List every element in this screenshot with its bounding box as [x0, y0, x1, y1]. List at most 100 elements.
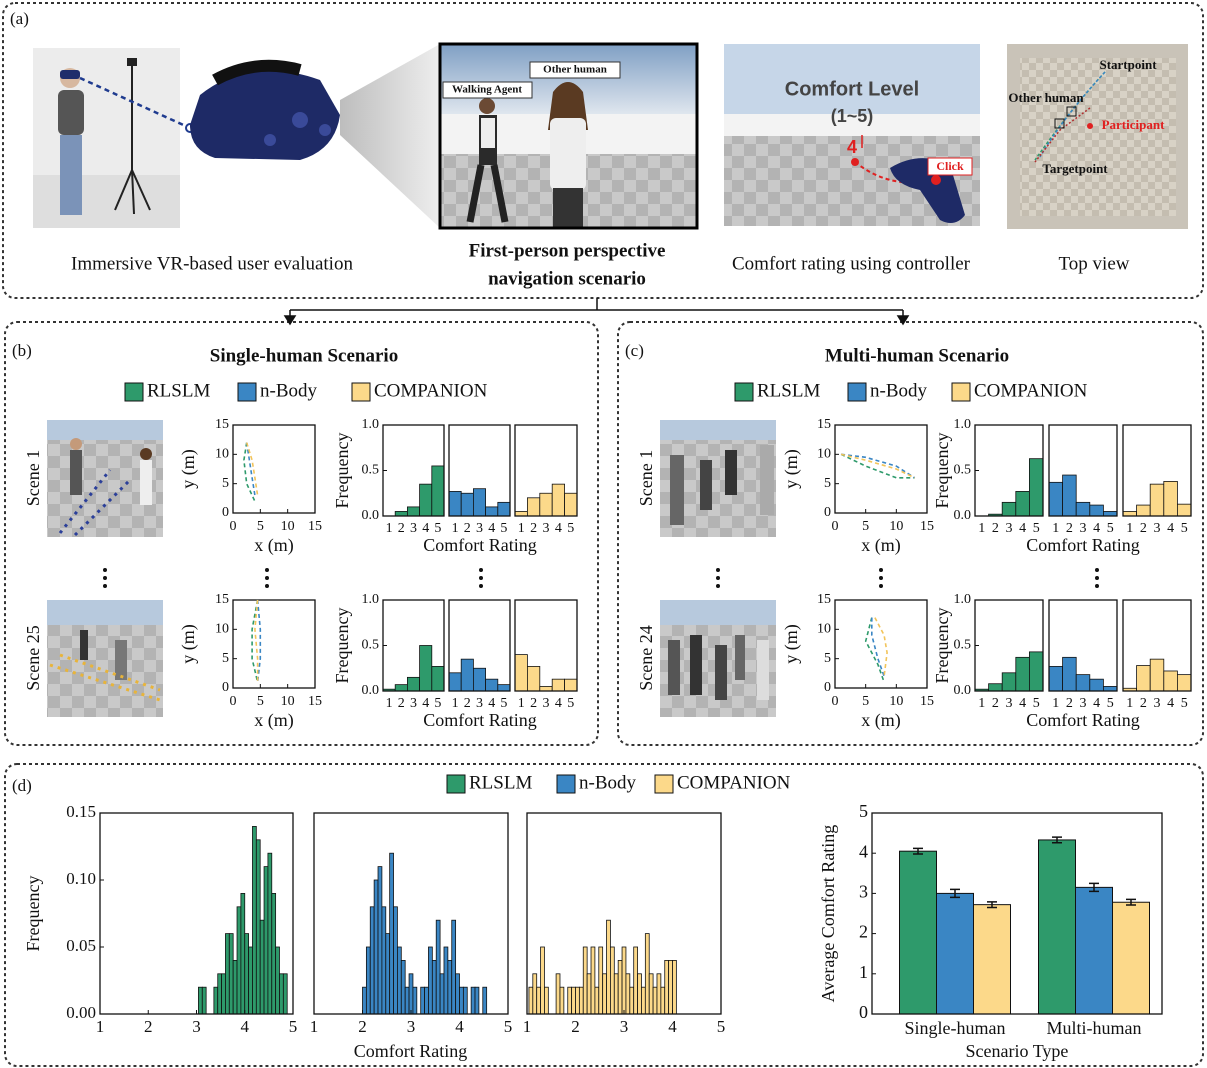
x-tick-label: 3 — [407, 1017, 416, 1036]
histogram-bar — [444, 947, 448, 1014]
histogram-bar — [630, 987, 634, 1014]
x-tick-label: 5 — [1181, 696, 1188, 711]
legend-label: n-Body — [579, 772, 637, 793]
x-tick-label: 4 — [422, 696, 429, 711]
x-tick-label: 1 — [96, 1017, 105, 1036]
y-tick-label: 1.0 — [362, 592, 380, 607]
x-tick-label: 3 — [1080, 521, 1087, 536]
legend-label: RLSLM — [757, 380, 820, 401]
x-tick-label: 5 — [1033, 521, 1040, 536]
histogram-bar — [653, 987, 657, 1014]
top-view-label: Targetpoint — [1042, 161, 1108, 176]
x-tick-label: 2 — [358, 1017, 367, 1036]
bar — [1002, 673, 1016, 691]
x-tick-label: 1 — [452, 696, 459, 711]
x-tick-label: 1 — [1126, 696, 1133, 711]
x-axis-label: Scenario Type — [966, 1041, 1069, 1061]
histogram-bar — [591, 947, 595, 1014]
x-tick-label: 2 — [1066, 696, 1073, 711]
bar — [1103, 686, 1117, 691]
bar — [515, 511, 527, 516]
bar — [565, 493, 577, 516]
x-tick-label: 5 — [862, 694, 869, 709]
bar — [1029, 459, 1043, 516]
histogram-bar — [657, 974, 661, 1014]
x-axis-label: Comfort Rating — [1026, 535, 1140, 555]
y-tick-label: 1 — [859, 962, 868, 982]
legend-label: COMPANION — [677, 772, 791, 793]
histogram-bar — [225, 934, 229, 1014]
legend-label: n-Body — [260, 380, 318, 401]
caption: First-person perspective — [469, 240, 666, 261]
y-tick-label: 0 — [824, 680, 831, 695]
bar — [1076, 675, 1090, 691]
y-tick-label: 10 — [817, 622, 831, 637]
histogram-bar — [222, 974, 226, 1014]
x-tick-label: 3 — [543, 521, 550, 536]
bar — [432, 666, 444, 691]
bar — [1177, 504, 1191, 516]
x-axis-label: Comfort Rating — [1026, 710, 1140, 730]
histogram-bar — [645, 934, 649, 1014]
histogram-bar — [665, 960, 669, 1014]
x-tick-label: 4 — [488, 521, 495, 536]
bar — [1123, 511, 1137, 516]
photo-comfort-rating — [724, 44, 980, 226]
x-tick-label: 4 — [488, 696, 495, 711]
panel-label: (a) — [10, 9, 29, 28]
y-tick-label: 10 — [215, 622, 229, 637]
plot-frame — [233, 425, 315, 513]
histogram-bar — [283, 974, 287, 1014]
x-tick-label: 5 — [257, 519, 264, 534]
x-tick-label: 1 — [452, 521, 459, 536]
y-tick-label: 15 — [215, 592, 229, 607]
y-axis-label: Average Comfort Rating — [818, 825, 838, 1003]
histogram-bar — [587, 974, 591, 1014]
x-tick-label: 5 — [434, 696, 441, 711]
x-tick-label: 10 — [889, 694, 903, 709]
bar — [449, 491, 461, 516]
y-tick-label: 0.0 — [954, 508, 972, 523]
x-tick-label: 0 — [832, 519, 839, 534]
x-tick-label: 3 — [192, 1017, 201, 1036]
histogram-bar — [390, 853, 394, 1014]
bar — [1113, 902, 1150, 1014]
x-tick-label: 3 — [543, 696, 550, 711]
histogram-bar — [276, 947, 280, 1014]
x-tick-label: 5 — [862, 519, 869, 534]
x-tick-label: 2 — [1066, 521, 1073, 536]
y-tick-label: 4 — [859, 841, 868, 861]
y-axis-label: Frequency — [932, 608, 952, 684]
histogram-bar — [440, 974, 444, 1014]
x-tick-label: 5 — [1107, 521, 1114, 536]
x-tick-label: 2 — [1140, 521, 1147, 536]
bar — [540, 686, 552, 691]
histogram-bar — [626, 974, 630, 1014]
histogram-bar — [452, 920, 456, 1014]
x-tick-label: 4 — [555, 521, 562, 536]
bar — [461, 493, 473, 516]
legend-label: n-Body — [870, 380, 928, 401]
histogram-bar — [607, 920, 611, 1014]
x-tick-label: 1 — [518, 696, 525, 711]
legend-swatch — [735, 383, 753, 401]
panel-frame — [5, 764, 1203, 1066]
histogram-bar — [252, 826, 256, 1014]
histogram-bar — [673, 960, 677, 1014]
histogram-bar — [386, 934, 390, 1014]
x-tick-label: 0 — [832, 694, 839, 709]
histogram-bar — [641, 987, 645, 1014]
panel-label: (d) — [12, 776, 32, 795]
histogram-bar — [366, 947, 370, 1014]
bar — [1164, 481, 1178, 516]
bar — [552, 679, 564, 691]
x-tick-label: 5 — [434, 521, 441, 536]
histogram-bar — [378, 867, 382, 1014]
bar — [1177, 675, 1191, 691]
histogram-bar — [425, 987, 429, 1014]
x-tick-label: 0 — [230, 519, 237, 534]
bar — [449, 673, 461, 691]
comfort-rating: 4 — [847, 137, 857, 157]
bar — [989, 684, 1003, 691]
bar — [461, 659, 473, 691]
